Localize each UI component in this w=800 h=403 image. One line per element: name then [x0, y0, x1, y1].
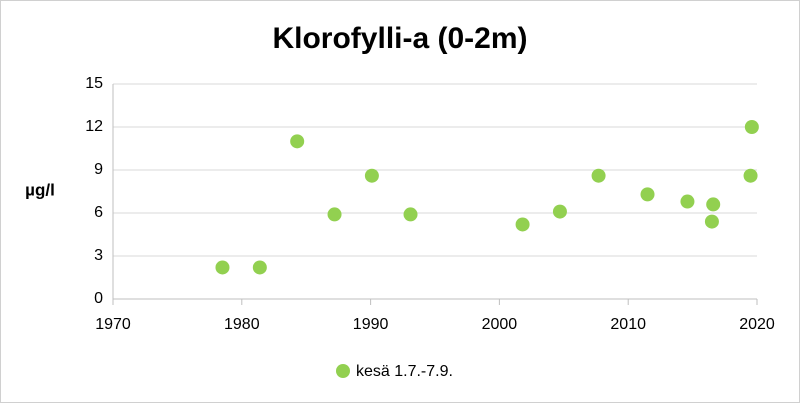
data-point [403, 207, 418, 222]
data-point [680, 194, 695, 209]
data-point [743, 168, 758, 183]
x-tick-label: 2020 [739, 316, 775, 333]
data-point [640, 187, 655, 202]
x-tick-label: 2000 [482, 316, 518, 333]
x-tick-label: 1990 [353, 316, 389, 333]
data-point [706, 197, 721, 212]
y-tick-label: 15 [85, 75, 103, 92]
data-point [591, 168, 606, 183]
y-tick-label: 12 [85, 118, 103, 135]
x-tick-label: 1980 [224, 316, 260, 333]
data-point [704, 214, 719, 229]
chart-title: Klorofylli-a (0-2m) [272, 22, 527, 55]
x-tick-label: 2010 [610, 316, 646, 333]
data-point [252, 260, 267, 275]
data-point [515, 217, 530, 232]
y-tick-label: 0 [94, 290, 103, 307]
data-point [215, 260, 230, 275]
y-tick-label: 3 [94, 247, 103, 264]
data-point [290, 134, 305, 149]
y-tick-label: 6 [94, 204, 103, 221]
data-point [364, 168, 379, 183]
x-tick-label: 1970 [95, 316, 131, 333]
legend-label: kesä 1.7.-7.9. [356, 363, 453, 380]
y-tick-label: 9 [94, 161, 103, 178]
data-point [552, 204, 567, 219]
y-axis-label: µg/l [25, 180, 55, 199]
data-point [744, 120, 759, 134]
legend-marker [336, 364, 350, 378]
data-point [327, 207, 342, 222]
